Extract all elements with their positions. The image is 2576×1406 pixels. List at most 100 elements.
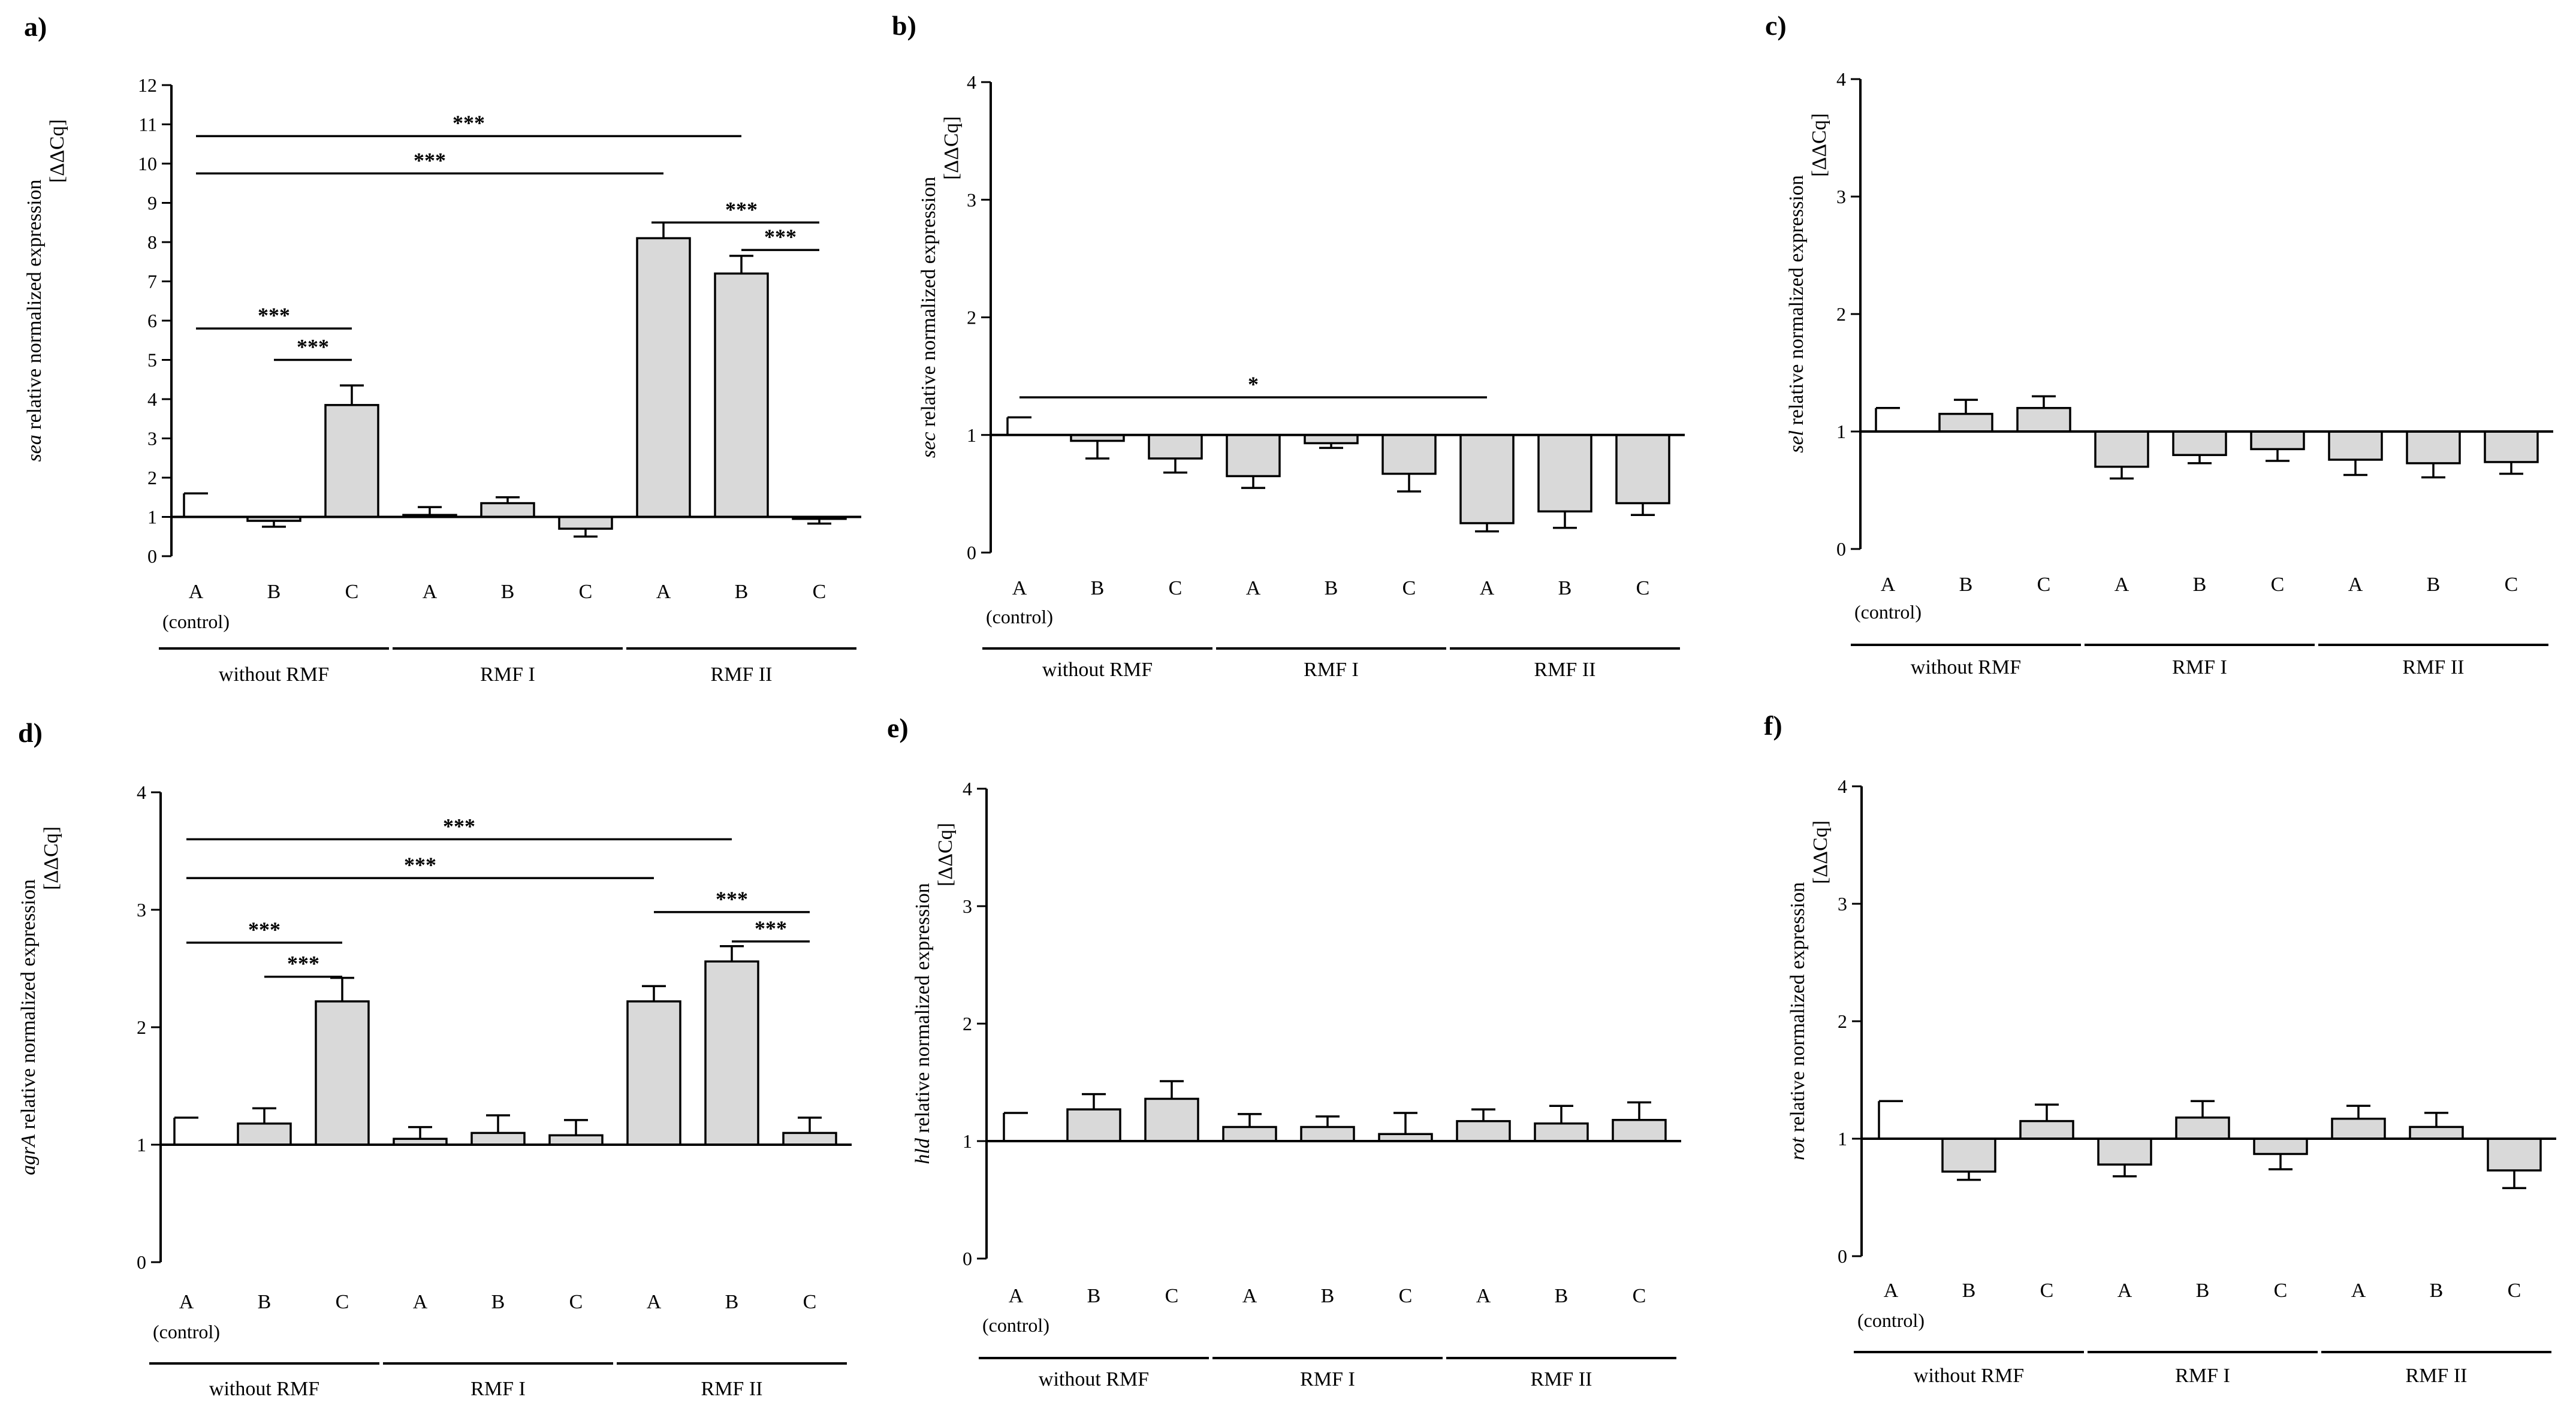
category-label: C (2505, 574, 2518, 596)
panel-letter: c) (1765, 10, 1787, 41)
bar (1226, 434, 1281, 478)
group-label: without RMF (209, 1378, 319, 1400)
y-axis-unit: [ΔΔCq] (40, 826, 62, 890)
bar (2487, 1138, 2542, 1172)
bar (237, 1122, 292, 1146)
y-tick-label: 7 (147, 271, 157, 292)
y-tick-label: 0 (967, 542, 976, 563)
bar (1144, 1097, 1199, 1142)
category-label: B (1555, 1285, 1568, 1307)
category-label: A (1480, 577, 1495, 599)
group-label: RMF II (711, 663, 773, 686)
category-label: A (2351, 1280, 2366, 1302)
bar (1534, 1122, 1589, 1142)
bar (2484, 430, 2539, 463)
bar (782, 1132, 837, 1146)
y-axis-gene: sea (23, 435, 46, 461)
y-tick-label: 11 (138, 114, 157, 135)
y-tick-label: 0 (147, 545, 157, 567)
group-label: without RMF (1039, 1368, 1149, 1390)
bar (1148, 434, 1203, 460)
y-axis-gene: sel (1785, 430, 1808, 453)
group-label: RMF I (2175, 1365, 2230, 1387)
bar (2019, 1120, 2074, 1140)
bar (2250, 430, 2305, 451)
y-axis-label-text: relative normalized expression (1787, 882, 1809, 1138)
panel-letter: b) (892, 10, 916, 41)
y-axis-label-text: relative normalized expression (23, 179, 46, 435)
y-tick-label: 3 (137, 899, 146, 921)
bar (1381, 434, 1437, 475)
y-axis-gene: sec (918, 432, 940, 458)
y-axis-label: agrA relative normalized expression (17, 879, 40, 1175)
bar (1459, 434, 1515, 524)
significance-label: *** (404, 853, 436, 877)
bar (1615, 434, 1670, 505)
category-label: C (569, 1291, 583, 1313)
y-tick-label: 4 (1838, 776, 1847, 797)
y-axis-label: rot relative normalized expression (1787, 882, 1809, 1160)
category-label: C (2271, 574, 2285, 596)
category-label: A (647, 1291, 662, 1313)
bar (480, 502, 535, 518)
category-label: B (1959, 574, 1973, 596)
bar (470, 1132, 526, 1146)
y-axis-unit: [ΔΔCq] (1809, 820, 1832, 884)
group-label: RMF I (470, 1378, 526, 1400)
category-label: A (1242, 1285, 1257, 1307)
category-label: C (2274, 1280, 2288, 1302)
category-label: A (189, 581, 204, 603)
y-axis-gene: agrA (17, 1135, 40, 1175)
category-label: B (2427, 574, 2441, 596)
category-label: C (345, 581, 359, 603)
group-label: RMF I (480, 663, 535, 686)
chart-panel-b: b) 0 1 2 3 4 sec relative normalized expressio… (892, 10, 1685, 681)
y-axis-label-text: relative normalized expression (912, 883, 934, 1138)
control-label: (control) (986, 606, 1053, 627)
category-label: C (579, 581, 593, 603)
bar (548, 1134, 604, 1146)
y-axis-label-text: relative normalized expression (17, 879, 40, 1135)
y-tick-label: 4 (1836, 68, 1846, 90)
y-tick-label: 2 (1836, 303, 1846, 325)
group-label: RMF II (1531, 1368, 1592, 1390)
y-axis-gene: rot (1787, 1136, 1809, 1160)
y-axis-unit: [ΔΔCq] (1808, 113, 1830, 177)
bar (2094, 430, 2149, 468)
y-tick-label: 1 (137, 1134, 146, 1155)
y-tick-label: 4 (147, 388, 157, 410)
category-label: A (2117, 1280, 2132, 1302)
y-tick-label: 1 (1838, 1128, 1847, 1149)
bar (1938, 412, 1993, 433)
category-label: A (179, 1291, 194, 1313)
y-tick-label: 3 (963, 895, 972, 917)
chart-panel-d: d) 0 1 2 3 4 agrA relative normalized expressi… (17, 717, 852, 1400)
significance-label: *** (725, 197, 758, 221)
significance-label: *** (258, 303, 290, 327)
y-tick-label: 3 (147, 428, 157, 449)
bar (1612, 1118, 1667, 1142)
y-tick-label: 1 (1836, 421, 1846, 442)
y-tick-label: 2 (147, 467, 157, 488)
y-tick-label: 4 (137, 782, 146, 803)
bar (2097, 1138, 2152, 1166)
bar (2172, 430, 2227, 456)
y-tick-label: 8 (147, 231, 157, 253)
category-label: C (1169, 577, 1183, 599)
category-label: C (1165, 1285, 1179, 1307)
group-label: without RMF (1914, 1365, 2024, 1387)
bar (704, 960, 759, 1146)
category-label: A (1881, 574, 1896, 596)
bar (636, 237, 691, 518)
category-label: A (1884, 1280, 1899, 1302)
category-label: C (2508, 1280, 2521, 1302)
category-label: B (1558, 577, 1572, 599)
significance-label: *** (453, 111, 485, 135)
bar (2175, 1116, 2230, 1140)
category-label: A (423, 581, 438, 603)
y-tick-label: 12 (138, 74, 157, 96)
y-tick-label: 2 (1838, 1010, 1847, 1032)
category-label: C (2037, 574, 2051, 596)
group-label: without RMF (1042, 659, 1153, 681)
